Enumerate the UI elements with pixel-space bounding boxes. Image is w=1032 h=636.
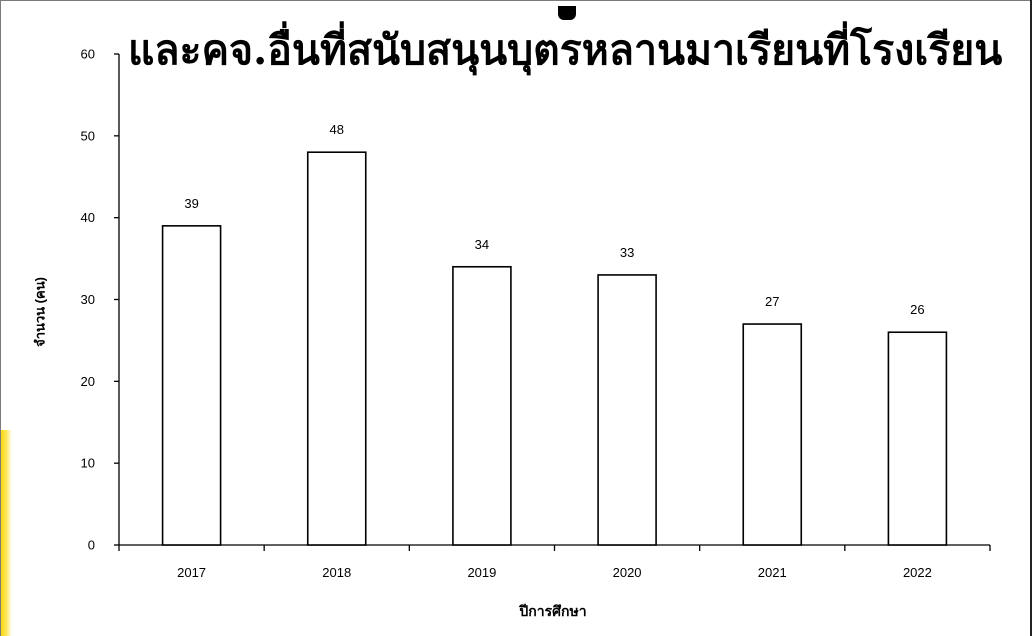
chart-title: และคจ.อื่นที่สนับสนุนบุตรหลานมาเรียนที่โ… — [128, 26, 1003, 74]
y-tick-label: 30 — [81, 292, 95, 307]
title-cropped-fragment — [558, 6, 576, 20]
data-label-2019: 34 — [475, 237, 489, 252]
y-tick-label: 20 — [81, 374, 95, 389]
x-tick-label-2018: 2018 — [322, 565, 351, 580]
data-label-2022: 26 — [910, 302, 924, 317]
x-tick-label-2020: 2020 — [613, 565, 642, 580]
bar-2022 — [887, 331, 948, 546]
decorative-edge — [0, 430, 12, 636]
y-tick-label: 60 — [81, 47, 95, 62]
bar-2017 — [161, 225, 222, 546]
chart-title-wrapper: และคจ.อื่นที่สนับสนุนบุตรหลานมาเรียนที่โ… — [128, 6, 1003, 83]
y-tick-label: 10 — [81, 456, 95, 471]
x-tick-label-2019: 2019 — [467, 565, 496, 580]
y-tick-label: 40 — [81, 210, 95, 225]
data-label-2021: 27 — [765, 294, 779, 309]
x-axis-label: ปีการศึกษา — [519, 603, 587, 619]
bar-2018 — [306, 151, 367, 546]
data-label-2020: 33 — [620, 245, 634, 260]
frame-right-border — [1030, 0, 1032, 636]
y-axis-label: จำนวน (คน) — [32, 277, 48, 347]
y-tick-label: 50 — [81, 128, 95, 143]
data-label-2017: 39 — [184, 196, 198, 211]
bar-2020 — [597, 274, 657, 546]
x-tick-label-2021: 2021 — [758, 565, 787, 580]
x-tick-label-2017: 2017 — [177, 565, 206, 580]
frame-top-border — [0, 0, 1032, 1]
y-tick-label: 0 — [88, 538, 95, 553]
data-label-2018: 48 — [330, 122, 344, 137]
frame-left-border — [0, 0, 1, 636]
bar-2021 — [742, 323, 803, 546]
bar-2019 — [452, 265, 512, 546]
x-tick-label-2022: 2022 — [903, 565, 932, 580]
